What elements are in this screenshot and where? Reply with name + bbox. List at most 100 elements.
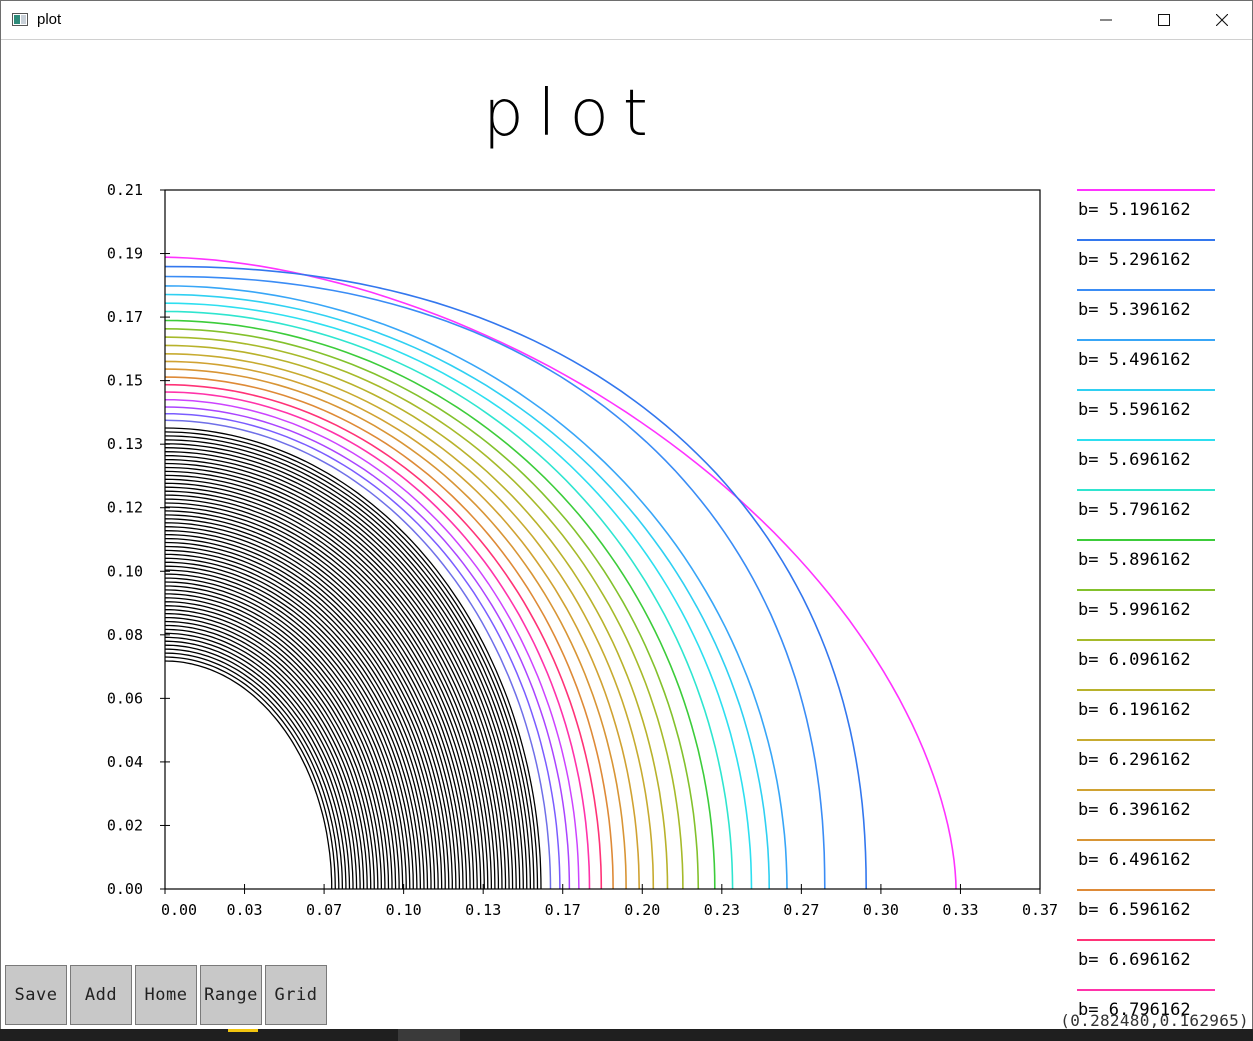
dense-curve <box>165 601 386 889</box>
x-tick-label: 0.00 <box>161 901 197 919</box>
series-curve <box>164 376 614 890</box>
home-button[interactable]: Home <box>135 965 197 1025</box>
legend-label: b= 5.796162 <box>1078 500 1191 520</box>
legend-label: b= 5.696162 <box>1078 450 1191 470</box>
dense-curve <box>164 640 351 890</box>
y-tick-label: 0.10 <box>107 562 143 580</box>
y-tick-label: 0.21 <box>107 181 143 199</box>
dense-curve <box>164 451 521 890</box>
dense-curve <box>164 533 446 889</box>
y-tick-label: 0.19 <box>107 245 143 263</box>
series-curve <box>164 256 957 890</box>
dense-curve <box>164 652 340 889</box>
add-button[interactable]: Add <box>70 965 132 1025</box>
x-tick-label: 0.10 <box>386 901 422 919</box>
title-bar[interactable]: plot <box>1 1 1252 40</box>
series-curve-unlabeled <box>164 419 552 890</box>
legend-label: b= 6.496162 <box>1078 850 1191 870</box>
cursor-coordinates: (0.282480,0.162965) <box>1060 1011 1249 1030</box>
dense-curve <box>164 486 489 890</box>
y-tick-label: 0.06 <box>107 689 143 707</box>
minimize-icon <box>1100 19 1112 21</box>
close-button[interactable] <box>1193 1 1251 39</box>
dense-curve <box>164 545 436 890</box>
dense-curve <box>164 620 368 890</box>
dense-curve <box>164 474 500 889</box>
series-curve <box>164 319 716 890</box>
dense-curve <box>164 597 390 890</box>
dense-curve <box>164 628 361 889</box>
dense-curve <box>165 593 393 889</box>
series-curve <box>164 344 669 890</box>
x-tick-label: 0.30 <box>863 901 899 919</box>
y-tick-label: 0.15 <box>107 372 143 390</box>
dense-curve <box>164 537 443 890</box>
dense-curve <box>164 447 524 890</box>
series-curve <box>164 328 700 890</box>
dense-curve <box>164 510 468 890</box>
legend-label: b= 5.496162 <box>1078 350 1191 370</box>
dense-curve <box>164 435 535 890</box>
app-icon <box>12 13 28 26</box>
close-icon <box>1216 14 1228 26</box>
axis-ticks <box>160 189 1041 894</box>
dense-curve <box>164 498 478 890</box>
series-curve <box>164 265 867 890</box>
dense-curve <box>164 557 425 890</box>
maximize-button[interactable] <box>1135 1 1193 39</box>
y-tick-label: 0.04 <box>107 753 143 771</box>
dense-curve <box>164 427 542 890</box>
legend: b= 5.196162 b= 5.296162 b= 5.396162 b= 5.49… <box>1077 189 1215 1020</box>
plot-frame <box>164 189 1041 890</box>
dense-curve <box>164 462 510 890</box>
dense-curve <box>164 549 432 889</box>
y-tick-label: 0.13 <box>107 435 143 453</box>
dense-curve <box>164 506 471 890</box>
dense-curve <box>164 573 411 890</box>
grid-button[interactable]: Grid <box>265 965 327 1025</box>
save-button[interactable]: Save <box>5 965 67 1025</box>
dense-curve <box>164 530 450 890</box>
series-curve <box>164 275 826 890</box>
dense-curve <box>165 616 372 889</box>
x-tick-label: 0.17 <box>545 901 581 919</box>
dense-curve <box>164 656 336 890</box>
dense-curve <box>164 636 354 889</box>
series-curve <box>164 383 603 890</box>
series-curve <box>164 285 788 890</box>
legend-label: b= 6.196162 <box>1078 700 1191 720</box>
y-tick-label: 0.00 <box>107 880 143 898</box>
legend-label: b= 5.296162 <box>1078 250 1191 270</box>
minimize-button[interactable] <box>1077 1 1135 39</box>
maximize-icon <box>1158 14 1170 26</box>
series-curve <box>164 368 627 890</box>
plot-canvas[interactable]: plot 0.00 0.03 0.07 0.10 0.13 0.17 0.20 0.23 0.2… <box>0 40 1253 1030</box>
dense-curve <box>164 478 496 890</box>
dense-curve <box>164 454 517 890</box>
legend-label: b= 6.296162 <box>1078 750 1191 770</box>
legend-label: b= 6.596162 <box>1078 900 1191 920</box>
series-curve-unlabeled <box>164 406 571 890</box>
series-curves <box>164 256 957 890</box>
dense-curve <box>164 494 482 890</box>
dense-curve-family <box>164 427 542 890</box>
legend-label: b= 6.096162 <box>1078 650 1191 670</box>
y-tick-label: 0.02 <box>107 816 143 834</box>
dense-curve <box>164 502 475 890</box>
dense-curve <box>164 581 404 890</box>
legend-label: b= 6.796162 <box>1078 1000 1191 1020</box>
dense-curve <box>164 482 493 890</box>
x-tick-label: 0.27 <box>783 901 819 919</box>
legend-label: b= 5.996162 <box>1078 600 1191 620</box>
dense-curve <box>165 609 379 889</box>
legend-label: b= 5.396162 <box>1078 300 1191 320</box>
chart-title: plot <box>483 77 648 151</box>
x-tick-label: 0.37 <box>1022 901 1058 919</box>
dense-curve <box>165 553 429 890</box>
dense-curve <box>165 561 422 890</box>
x-tick-label: 0.07 <box>306 901 342 919</box>
taskbar-item[interactable] <box>398 1029 460 1041</box>
dense-curve <box>164 589 397 890</box>
range-button[interactable]: Range <box>200 965 262 1025</box>
dense-curve <box>164 541 439 889</box>
